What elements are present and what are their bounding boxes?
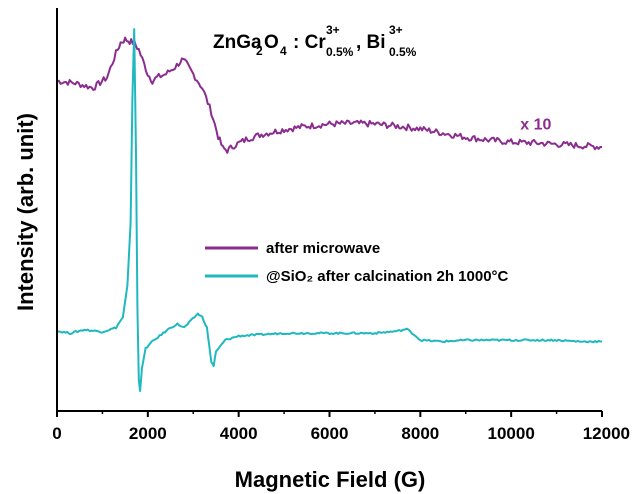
legend-label-calcination: @SiO₂ after calcination 2h 1000°C — [266, 268, 509, 285]
x-tick-label: 4000 — [220, 424, 258, 443]
series-line-2 — [56, 28, 602, 392]
title-formula-zn: ZnGa — [213, 32, 262, 53]
x-tick-label: 6000 — [311, 424, 349, 443]
x-tick-label: 8000 — [401, 424, 439, 443]
y-axis-title: Intensity (arb. unit) — [13, 113, 38, 311]
x-tick-label: 0 — [52, 424, 61, 443]
title-formula-cr: : Cr — [293, 32, 326, 53]
legend-label-after-microwave: after microwave — [266, 240, 380, 257]
title-formula-bi: , Bi — [356, 32, 386, 53]
title-sub-2: 2 — [256, 44, 263, 58]
legend: after microwave @SiO₂ after calcination … — [205, 240, 509, 285]
series-line-1 — [56, 36, 602, 154]
chart-title: ZnGa 2 O 4 : Cr 3+ 0.5% , Bi 3+ 0.5% — [213, 23, 417, 59]
x-axis-title: Magnetic Field (G) — [235, 467, 426, 492]
title-sub-cr: 0.5% — [326, 45, 354, 59]
series-layer — [56, 28, 602, 392]
title-formula-o: O — [264, 32, 279, 53]
title-sub-4: 4 — [280, 44, 287, 58]
x-tick-label: 2000 — [129, 424, 167, 443]
title-sub-bi: 0.5% — [389, 45, 417, 59]
x-ticks: 0 2000 4000 6000 8000 10000 12000 — [52, 411, 630, 443]
x-tick-label: 12000 — [583, 424, 630, 443]
title-sup-cr: 3+ — [326, 23, 340, 37]
x-tick-label: 10000 — [488, 424, 535, 443]
scale-annotation: x 10 — [520, 117, 551, 134]
title-sup-bi: 3+ — [389, 23, 403, 37]
